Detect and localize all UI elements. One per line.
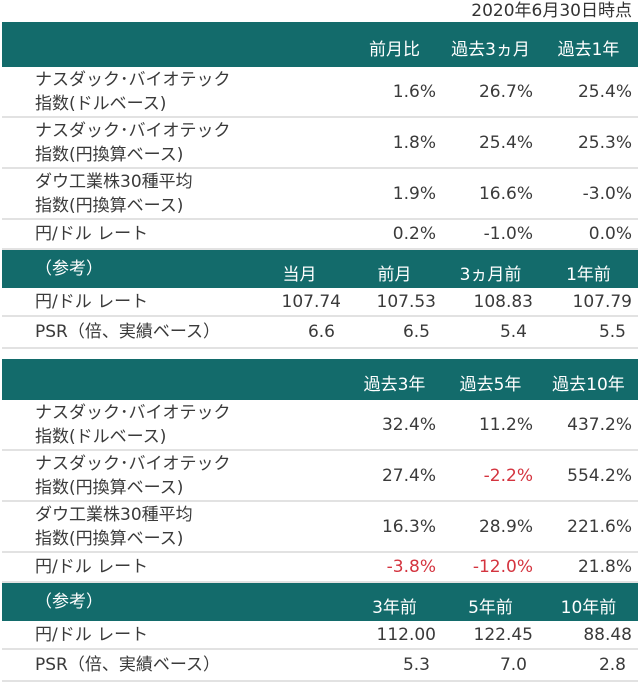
cell: -1.0% bbox=[442, 219, 539, 250]
table-row: ナスダック･バイオテック 指数(ドルベース) 1.6% 26.7% 25.4% bbox=[2, 67, 638, 118]
cell: 26.7% bbox=[442, 67, 539, 118]
reference-label: （参考） bbox=[2, 582, 252, 621]
header-1y: 過去1年 bbox=[539, 22, 638, 67]
cell: 21.8% bbox=[539, 552, 638, 583]
table-row: ダウ工業株30種平均 指数(円換算ベース) 16.3% 28.9% 221.6% bbox=[2, 501, 638, 553]
cell: 554.2% bbox=[539, 450, 638, 502]
table-header: 前月比 過去3ヵ月 過去1年 bbox=[2, 22, 638, 67]
header-3y: 過去3年 bbox=[347, 359, 442, 400]
cell: -3.8% bbox=[347, 552, 442, 583]
cell: 2.8 bbox=[539, 649, 638, 682]
as-of-date: 2020年6月30日時点 bbox=[471, 1, 632, 21]
table-header: 過去3年 過去5年 過去10年 bbox=[2, 359, 638, 400]
row-label: PSR（倍、実績ベース） bbox=[2, 316, 252, 349]
header-mom: 前月比 bbox=[347, 22, 442, 67]
cell: 107.53 bbox=[347, 288, 442, 317]
header-1y-ago: 1年前 bbox=[539, 249, 638, 288]
row-label: ダウ工業株30種平均 指数(円換算ベース) bbox=[2, 501, 347, 553]
cell: 5.3 bbox=[347, 649, 442, 682]
cell: 1.8% bbox=[347, 117, 442, 169]
row-label: ナスダック･バイオテック 指数(円換算ベース) bbox=[2, 450, 347, 502]
row-label: PSR（倍、実績ベース） bbox=[2, 649, 347, 682]
row-label: ナスダック･バイオテック 指数(ドルベース) bbox=[2, 67, 347, 118]
performance-table-long-term: 過去3年 過去5年 過去10年 ナスダック･バイオテック 指数(ドルベース) 32.4… bbox=[2, 359, 638, 682]
row-label: ナスダック･バイオテック 指数(円換算ベース) bbox=[2, 117, 347, 169]
reference-header: （参考） 当月 前月 3ヵ月前 1年前 bbox=[2, 249, 638, 288]
cell: 27.4% bbox=[347, 450, 442, 502]
cell: 107.79 bbox=[539, 288, 638, 317]
table-row: ナスダック･バイオテック 指数(円換算ベース) 27.4% -2.2% 554.2% bbox=[2, 450, 638, 502]
table-row: PSR（倍、実績ベース） 5.3 7.0 2.8 bbox=[2, 649, 638, 682]
header-3y-ago: 3年前 bbox=[347, 582, 442, 621]
table-row: ナスダック･バイオテック 指数(円換算ベース) 1.8% 25.4% 25.3% bbox=[2, 117, 638, 169]
performance-table-short-term: 前月比 過去3ヵ月 過去1年 ナスダック･バイオテック 指数(ドルベース) 1.6… bbox=[2, 22, 638, 349]
cell: 25.4% bbox=[442, 117, 539, 169]
reference-header: （参考） 3年前 5年前 10年前 bbox=[2, 582, 638, 621]
row-label: ナスダック･バイオテック 指数(ドルベース) bbox=[2, 400, 347, 451]
cell: 16.3% bbox=[347, 501, 442, 553]
row-label: 円/ドル レート bbox=[2, 219, 347, 250]
cell: 11.2% bbox=[442, 400, 539, 451]
header-3m: 過去3ヵ月 bbox=[442, 22, 539, 67]
cell: -12.0% bbox=[442, 552, 539, 583]
cell: 122.45 bbox=[442, 621, 539, 650]
cell: -2.2% bbox=[442, 450, 539, 502]
cell: 5.4 bbox=[442, 316, 539, 349]
cell: -3.0% bbox=[539, 168, 638, 220]
header-prev-month: 前月 bbox=[347, 249, 442, 288]
reference-label: （参考） bbox=[2, 249, 252, 288]
row-label: 円/ドル レート bbox=[2, 552, 347, 583]
row-label: 円/ドル レート bbox=[2, 621, 347, 650]
cell: 437.2% bbox=[539, 400, 638, 451]
table-row: 円/ドル レート 112.00 122.45 88.48 bbox=[2, 621, 638, 650]
table-row: 円/ドル レート 0.2% -1.0% 0.0% bbox=[2, 219, 638, 250]
cell: 1.9% bbox=[347, 168, 442, 220]
cell: 7.0 bbox=[442, 649, 539, 682]
cell: 28.9% bbox=[442, 501, 539, 553]
cell: 107.74 bbox=[252, 288, 347, 317]
table-row: ナスダック･バイオテック 指数(ドルベース) 32.4% 11.2% 437.2% bbox=[2, 400, 638, 451]
cell: 221.6% bbox=[539, 501, 638, 553]
table-row: ダウ工業株30種平均 指数(円換算ベース) 1.9% 16.6% -3.0% bbox=[2, 168, 638, 220]
header-10y: 過去10年 bbox=[539, 359, 638, 400]
cell: 0.2% bbox=[347, 219, 442, 250]
cell: 32.4% bbox=[347, 400, 442, 451]
cell: 108.83 bbox=[442, 288, 539, 317]
header-current: 当月 bbox=[252, 249, 347, 288]
row-label: 円/ドル レート bbox=[2, 288, 252, 317]
cell: 6.5 bbox=[347, 316, 442, 349]
cell: 16.6% bbox=[442, 168, 539, 220]
cell: 88.48 bbox=[539, 621, 638, 650]
table-row: 円/ドル レート 107.74 107.53 108.83 107.79 bbox=[2, 288, 638, 317]
cell: 0.0% bbox=[539, 219, 638, 250]
cell: 112.00 bbox=[347, 621, 442, 650]
header-5y-ago: 5年前 bbox=[442, 582, 539, 621]
cell: 1.6% bbox=[347, 67, 442, 118]
header-5y: 過去5年 bbox=[442, 359, 539, 400]
cell: 25.4% bbox=[539, 67, 638, 118]
row-label: ダウ工業株30種平均 指数(円換算ベース) bbox=[2, 168, 347, 220]
header-10y-ago: 10年前 bbox=[539, 582, 638, 621]
header-3m-ago: 3ヵ月前 bbox=[442, 249, 539, 288]
cell: 25.3% bbox=[539, 117, 638, 169]
cell: 5.5 bbox=[539, 316, 638, 349]
table-row: PSR（倍、実績ベース） 6.6 6.5 5.4 5.5 bbox=[2, 316, 638, 349]
cell: 6.6 bbox=[252, 316, 347, 349]
table-row: 円/ドル レート -3.8% -12.0% 21.8% bbox=[2, 552, 638, 583]
